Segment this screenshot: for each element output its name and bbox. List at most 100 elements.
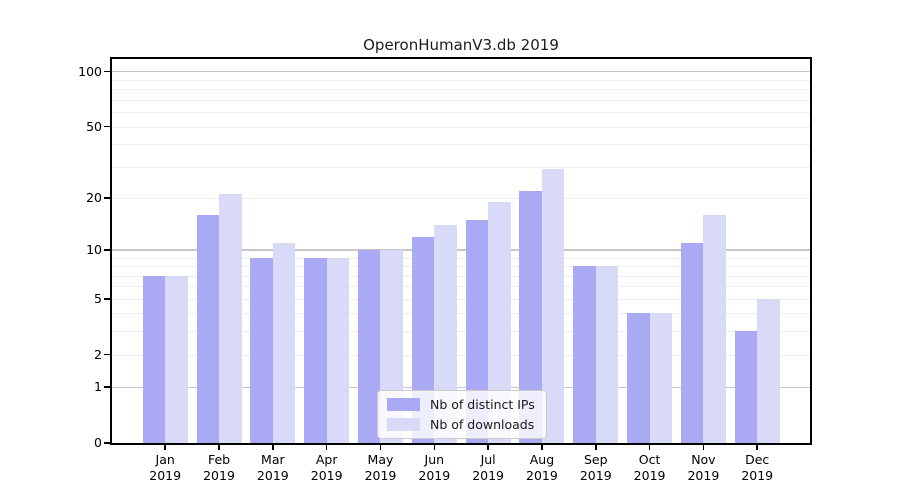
bar-distinct-ips-may [357,250,381,443]
x-tick-month: Sep [583,452,608,467]
bar-downloads-oct [649,313,673,443]
gridline-minor-80 [112,89,810,91]
bar-downloads-feb [219,194,242,443]
gridline-minor-5 [112,298,810,300]
y-tick-100 [104,70,110,73]
bar-distinct-ips-mar [250,257,273,443]
x-tick-jul [487,445,489,450]
x-tick-may [379,445,382,450]
x-tick-year: 2019 [579,468,612,483]
bar-distinct-ips-oct [627,313,650,443]
bar-downloads-dec [757,298,780,443]
legend-swatch-downloads [387,418,420,431]
x-tick-year: 2019 [633,468,666,483]
y-tick-label-0: 0 [94,435,102,450]
x-tick-year: 2019 [203,468,235,483]
gridline-minor-6 [112,286,810,288]
y-tick-label-1: 1 [94,379,102,395]
bar-downloads-apr [326,257,350,443]
bar-distinct-ips-nov [680,243,704,443]
bar-downloads-mar [272,243,296,443]
x-tick-mar [272,445,274,450]
gridline-minor-8 [112,266,810,268]
x-tick-year: 2019 [364,468,397,483]
y-tick-label-20: 20 [86,189,102,205]
gridline-major-1 [112,386,810,388]
gridline-minor-9 [112,257,810,259]
x-tick-label-feb: Feb 2019 [187,452,251,484]
legend-entry-downloads: Nb of downloads [387,417,535,432]
bar-downloads-nov [703,214,726,443]
bar-distinct-ips-jul [465,219,489,443]
x-tick-year: 2019 [526,468,558,483]
legend: Nb of distinct IPs Nb of downloads [377,390,547,439]
gridline-major-10 [112,249,810,251]
x-tick-month: Apr [315,452,338,467]
bars-layer [112,59,810,443]
y-tick-label-50: 50 [86,118,102,134]
chart-title: OperonHumanV3.db 2019 [363,36,559,54]
bar-downloads-sep [595,266,619,443]
y-tick-50 [104,125,110,128]
y-tick-label-5: 5 [94,290,102,306]
x-tick-month: Jan [155,452,175,467]
x-tick-label-dec: Dec 2019 [725,452,789,484]
gridline-minor-3 [112,331,810,333]
x-tick-year: 2019 [472,468,505,483]
gridline-minor-70 [112,99,810,101]
x-tick-dec [756,445,758,450]
bar-distinct-ips-feb [196,214,220,443]
gridline-minor-20 [112,197,810,199]
x-tick-label-oct: Oct 2019 [618,452,682,484]
gridline-minor-4 [112,313,810,315]
x-tick-oct [648,445,651,450]
x-tick-month: Oct [638,452,661,467]
gridline-minor-2 [112,354,810,356]
x-tick-month: Jun [424,452,445,467]
gridline-minor-90 [112,79,810,81]
x-tick-label-nov: Nov 2019 [671,452,735,484]
x-tick-month: Feb [207,452,231,467]
x-tick-label-sep: Sep 2019 [564,452,628,484]
legend-label-distinct-ips: Nb of distinct IPs [430,397,535,412]
x-tick-label-jun: Jun 2019 [402,452,466,484]
gridline-minor-7 [112,275,810,277]
bar-downloads-jul [488,201,511,443]
y-tick-2 [104,353,110,356]
x-tick-month: Jul [480,452,496,467]
x-tick-year: 2019 [310,468,343,483]
x-tick-year: 2019 [741,468,774,483]
legend-entry-distinct-ips: Nb of distinct IPs [387,397,535,412]
gridline-minor-50 [112,126,810,128]
gridline-minor-60 [112,112,810,114]
x-tick-year: 2019 [418,468,451,483]
x-tick-jan [164,445,166,450]
x-tick-month: Dec [745,452,770,467]
bar-downloads-jun [434,225,457,443]
plot-area: Nb of distinct IPs Nb of downloads [112,59,810,443]
y-tick-1 [104,386,110,388]
x-tick-label-jul: Jul 2019 [456,452,520,484]
x-tick-jun [433,445,436,450]
legend-label-downloads: Nb of downloads [430,417,535,432]
x-tick-nov [702,445,705,450]
x-tick-year: 2019 [256,468,289,483]
grid-layer [112,59,810,443]
y-tick-5 [104,297,110,300]
x-tick-feb [218,445,220,450]
x-tick-sep [594,445,597,450]
x-tick-label-aug: Aug 2019 [510,452,574,484]
x-tick-month: Mar [261,452,285,467]
y-tick-label-100: 100 [78,63,102,79]
x-tick-label-may: May 2019 [348,452,412,484]
x-tick-month: Nov [691,452,716,467]
x-tick-year: 2019 [687,468,720,483]
x-tick-apr [325,445,328,450]
bar-distinct-ips-aug [519,190,542,443]
gridline-minor-40 [112,144,810,146]
x-tick-label-jan: Jan 2019 [133,452,197,484]
bar-distinct-ips-jan [142,275,166,443]
y-tick-label-2: 2 [94,346,102,362]
x-tick-label-apr: Apr 2019 [295,452,359,484]
